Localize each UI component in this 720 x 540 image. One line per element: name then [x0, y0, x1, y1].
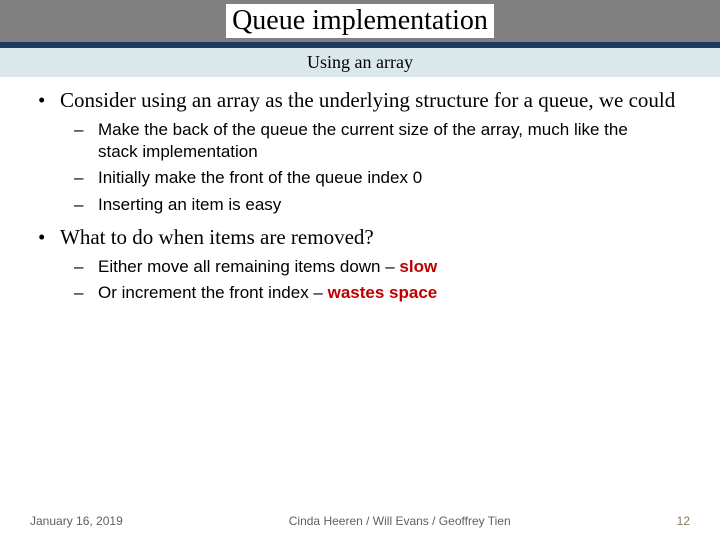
slide-footer: January 16, 2019 Cinda Heeren / Will Eva… — [0, 514, 720, 528]
bullet-item: What to do when items are removed? Eithe… — [60, 224, 700, 304]
sub-bullet-item: Or increment the front index – wastes sp… — [98, 282, 690, 304]
sub-bullet-item: Initially make the front of the queue in… — [98, 167, 690, 189]
warn-text: wastes space — [328, 283, 438, 302]
title-bar: Queue implementation — [0, 0, 720, 48]
sub-bullet-item: Either move all remaining items down – s… — [98, 256, 690, 278]
footer-date: January 16, 2019 — [30, 514, 123, 528]
bullet-text: Consider using an array as the underlyin… — [60, 88, 675, 112]
bullet-item: Consider using an array as the underlyin… — [60, 87, 700, 216]
sub-bullet-pre: Or increment the front index – — [98, 283, 328, 302]
subtitle-bar: Using an array — [0, 48, 720, 77]
footer-authors: Cinda Heeren / Will Evans / Geoffrey Tie… — [123, 514, 677, 528]
sub-bullet-list: Make the back of the queue the current s… — [60, 119, 690, 215]
sub-bullet-item: Inserting an item is easy — [98, 194, 690, 216]
sub-bullet-item: Make the back of the queue the current s… — [98, 119, 690, 163]
bullet-text: What to do when items are removed? — [60, 225, 374, 249]
bullet-list: Consider using an array as the underlyin… — [20, 87, 700, 304]
slide-title: Queue implementation — [226, 4, 494, 38]
sub-bullet-list: Either move all remaining items down – s… — [60, 256, 690, 304]
footer-page-number: 12 — [677, 514, 690, 528]
slide-content: Consider using an array as the underlyin… — [0, 77, 720, 304]
sub-bullet-pre: Either move all remaining items down – — [98, 257, 399, 276]
warn-text: slow — [399, 257, 437, 276]
slide-subtitle: Using an array — [307, 52, 413, 72]
